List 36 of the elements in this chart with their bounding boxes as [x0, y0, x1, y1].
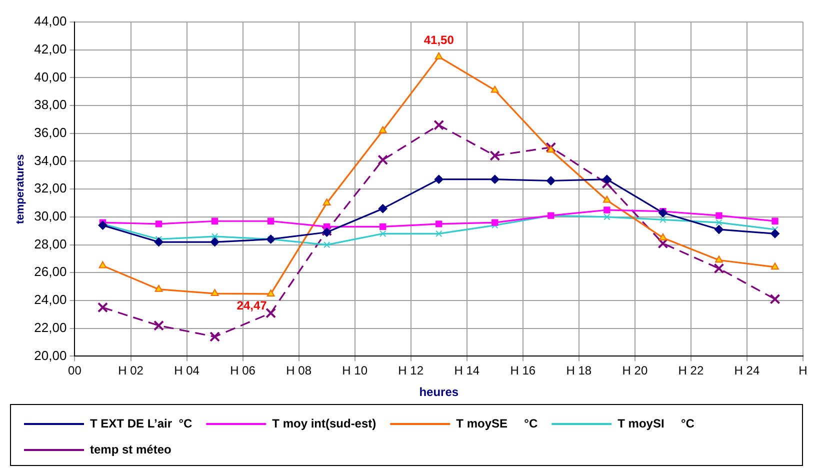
x-tick-label: 00 — [68, 364, 82, 378]
y-tick-label: 38,00 — [34, 97, 67, 112]
x-tick-label: H 12 — [398, 364, 424, 378]
y-tick-label: 42,00 — [34, 41, 67, 56]
legend-label: T moy int(sud-est) — [272, 416, 376, 430]
data-label: 24,47 — [236, 298, 268, 312]
x-tick-label: H 08 — [286, 364, 312, 378]
y-tick-label: 26,00 — [34, 264, 67, 280]
x-tick-label: H 10 — [342, 364, 368, 378]
legend-label: T EXT DE L’air °C — [90, 416, 192, 430]
x-tick-label: H — [798, 364, 808, 378]
x-tick-label: H 04 — [174, 364, 200, 378]
y-tick-label: 40,00 — [34, 69, 67, 84]
y-tick-label: 24,00 — [34, 292, 67, 308]
y-tick-label: 30,00 — [34, 208, 67, 224]
x-tick-label: H 14 — [454, 364, 480, 378]
x-tick-label: H 18 — [566, 364, 592, 378]
x-axis-title: heures — [419, 385, 459, 400]
x-tick-label: H 02 — [118, 364, 144, 378]
y-tick-label: 32,00 — [34, 180, 67, 196]
x-tick-label: H 22 — [678, 364, 704, 378]
x-tick-label: H 16 — [510, 364, 536, 378]
legend-label: T moySE °C — [456, 416, 538, 430]
y-tick-label: 36,00 — [34, 124, 67, 140]
x-tick-label: H 20 — [622, 364, 648, 378]
x-tick-label: H 06 — [230, 364, 256, 378]
y-tick-label: 22,00 — [34, 320, 67, 335]
y-axis-title: temperatures — [14, 154, 27, 224]
y-tick-label: 44,00 — [34, 14, 67, 29]
legend-label: temp st méteo — [90, 442, 172, 456]
y-tick-label: 20,00 — [34, 348, 67, 363]
x-tick-label: H 24 — [734, 364, 760, 378]
legend-label: T moySI °C — [618, 416, 695, 430]
data-label: 41,50 — [424, 33, 454, 48]
y-tick-label: 28,00 — [34, 236, 67, 252]
y-tick-label: 34,00 — [34, 152, 67, 168]
